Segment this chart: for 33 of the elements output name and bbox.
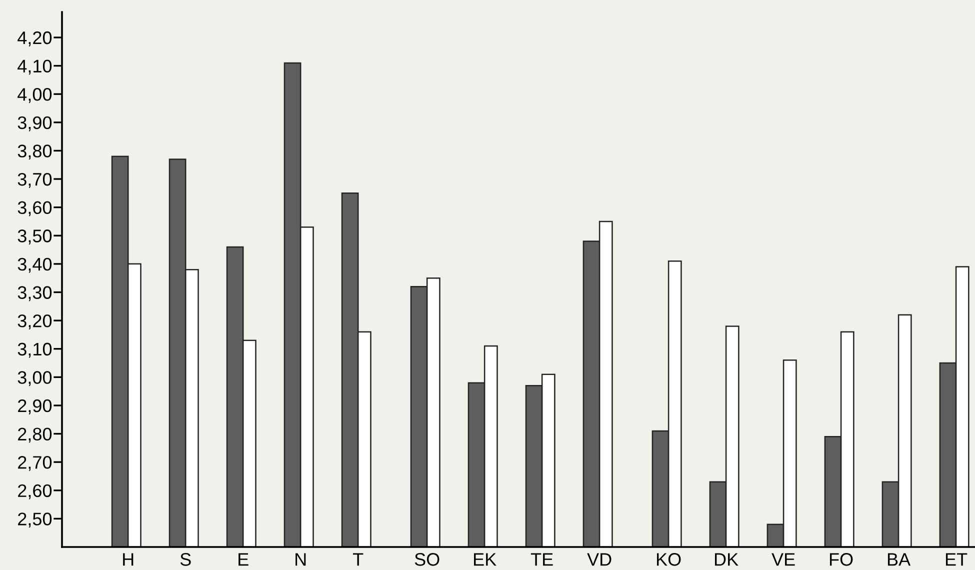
y-tick-label: 2,70: [18, 456, 52, 471]
y-tick-label: 3,90: [18, 116, 52, 132]
y-tick-label: 2,60: [18, 484, 52, 500]
x-tick-label: DK: [714, 553, 738, 566]
y-tick-label: 2,50: [18, 512, 52, 528]
y-tick-label: 4,10: [18, 60, 52, 75]
x-tick-label: E: [238, 553, 248, 566]
y-tick-label: 3,50: [18, 230, 52, 244]
x-tick-label: EK: [474, 553, 496, 566]
y-tick-label: 2,90: [18, 399, 52, 414]
y-tick-label: 2,80: [18, 428, 52, 443]
y-tick-label: 4,20: [18, 31, 52, 46]
y-tick-label: 3,60: [18, 201, 52, 216]
x-tick-label: KO: [656, 553, 681, 566]
y-tick-label: 3,80: [18, 144, 52, 160]
x-tick-label: VE: [772, 553, 795, 566]
x-tick-label: BA: [888, 553, 911, 566]
y-tick-label: 3,20: [18, 314, 52, 330]
y-tick-label: 3,10: [18, 342, 52, 358]
x-tick-label: H: [123, 553, 134, 566]
x-tick-label: SO: [414, 553, 440, 566]
x-tick-label: T: [352, 553, 364, 566]
y-tick-label: 3,70: [18, 172, 52, 188]
y-tick-label: 3,40: [18, 258, 52, 273]
y-tick-label: 3,00: [18, 371, 52, 386]
y-tick-label: 4,00: [18, 88, 52, 103]
x-tick-label: FO: [830, 553, 853, 566]
y-tick-label: 3,30: [18, 286, 52, 302]
x-tick-label: TE: [530, 553, 553, 566]
x-tick-label: VD: [587, 553, 612, 566]
x-tick-label: ET: [946, 553, 968, 566]
x-tick-label: N: [296, 553, 306, 566]
x-tick-label: S: [180, 553, 191, 566]
